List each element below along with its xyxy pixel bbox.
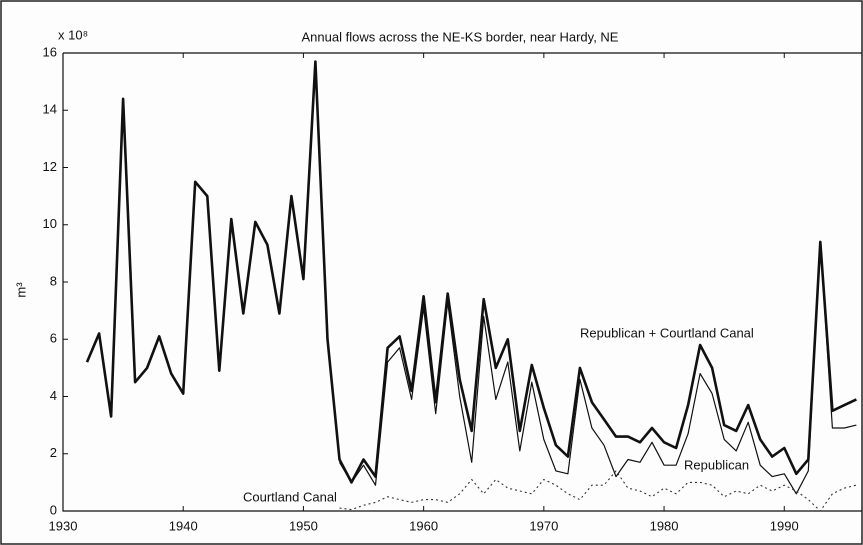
series-label: Republican — [684, 457, 749, 472]
y-tick-label: 16 — [43, 44, 57, 59]
y-tick-label: 0 — [50, 502, 57, 517]
y-tick-label: 2 — [50, 445, 57, 460]
series-label: Courtland Canal — [243, 489, 337, 504]
series-label: Republican + Courtland Canal — [580, 325, 754, 340]
y-tick-label: 4 — [50, 388, 57, 403]
series-line — [85, 60, 857, 484]
chart-title: Annual flows across the NE-KS border, ne… — [302, 29, 619, 44]
y-axis-label: m³ — [13, 282, 28, 298]
y-tick-label: 6 — [50, 331, 57, 346]
x-tick-label: 1950 — [289, 518, 318, 533]
x-tick-label: 1990 — [770, 518, 799, 533]
series-line — [339, 470, 857, 512]
y-tick-label: 14 — [43, 102, 57, 117]
x-tick-label: 1980 — [650, 518, 679, 533]
series-line — [338, 241, 857, 495]
y-tick-label: 8 — [50, 273, 57, 288]
x-tick-label: 1970 — [529, 518, 558, 533]
y-tick-label: 10 — [43, 216, 57, 231]
x-tick-label: 1940 — [169, 518, 198, 533]
y-multiplier: x 10⁸ — [58, 27, 88, 42]
x-tick-label: 1960 — [409, 518, 438, 533]
x-tick-label: 1930 — [49, 518, 78, 533]
y-tick-label: 12 — [43, 159, 57, 174]
